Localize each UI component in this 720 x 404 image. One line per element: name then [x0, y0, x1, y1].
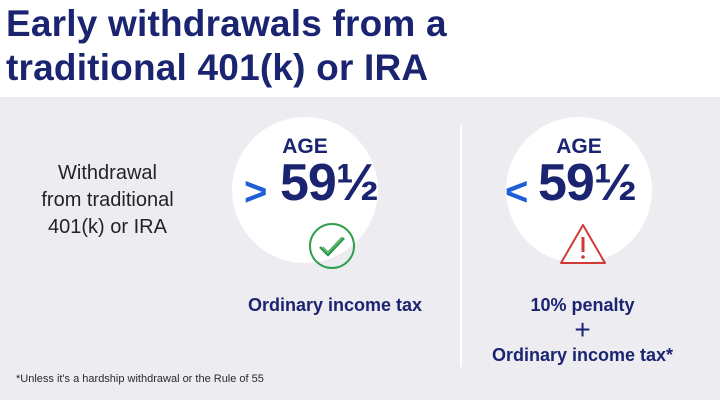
income-tax-text: Ordinary income tax* [491, 345, 674, 365]
under-caption: 10% penalty + Ordinary income tax* [470, 293, 695, 367]
footnote: *Unless it's a hardship withdrawal or th… [16, 373, 264, 385]
over-caption: Ordinary income tax [247, 295, 423, 315]
check-circle-icon [309, 223, 355, 269]
age-label: AGE [556, 135, 602, 158]
age-under-circle: AGE 59½ [506, 117, 652, 263]
row-label: Withdrawal from traditional 401(k) or IR… [20, 160, 195, 241]
title-line-1: Early withdrawals from a [6, 3, 447, 44]
divider [460, 125, 462, 367]
age-label: AGE [282, 135, 328, 158]
warning-triangle-icon [560, 224, 606, 264]
row-label-line: Withdrawal [58, 162, 157, 184]
age-value: 59½ [280, 154, 379, 212]
row-label-line: 401(k) or IRA [48, 216, 167, 238]
less-than-symbol: < [505, 170, 529, 214]
penalty-text: 10% penalty [530, 295, 635, 315]
title-line-2: traditional 401(k) or IRA [6, 47, 429, 88]
plus-sign: + [574, 314, 591, 345]
age-value: 59½ [538, 154, 637, 212]
greater-than-symbol: > [244, 170, 268, 214]
row-label-line: from traditional [41, 189, 174, 211]
page-title: Early withdrawals from a traditional 401… [6, 2, 447, 90]
